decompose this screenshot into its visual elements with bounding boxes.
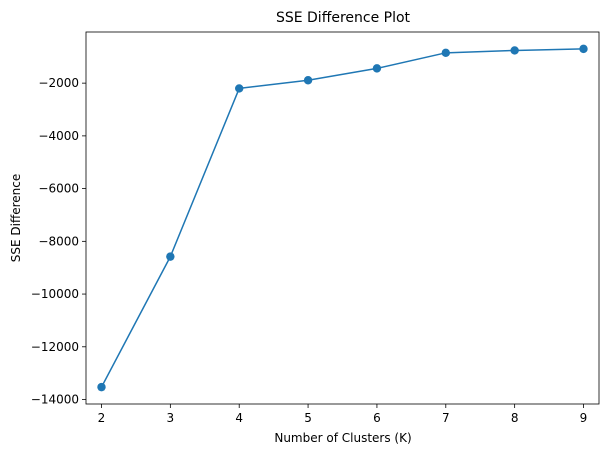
y-tick-label-5: −4000 <box>38 129 79 143</box>
y-tick-label-2: −10000 <box>31 287 79 301</box>
y-tick-label-4: −6000 <box>38 182 79 196</box>
x-axis-label: Number of Clusters (K) <box>274 431 411 445</box>
data-point-k8 <box>510 46 519 55</box>
data-point-k7 <box>441 48 450 58</box>
x-tick-label-8: 8 <box>511 411 519 425</box>
series-line-0 <box>100 48 584 388</box>
x-tick-label-2: 2 <box>98 411 106 425</box>
x-tick-label-9: 9 <box>580 411 588 425</box>
data-point-k2 <box>97 382 106 392</box>
axes-frame <box>85 31 600 405</box>
data-point-k4 <box>235 84 244 93</box>
y-tick-label-1: −12000 <box>31 340 79 354</box>
data-point-k3 <box>166 252 175 261</box>
y-tick-label-6: −2000 <box>38 76 79 90</box>
data-point-k9 <box>579 44 588 54</box>
x-tick-label-6: 6 <box>373 411 381 425</box>
data-point-k6 <box>372 64 382 73</box>
y-axis-label: SSE Difference <box>9 174 23 263</box>
x-tick-label-4: 4 <box>235 411 243 425</box>
y-tick-label-0: −14000 <box>31 393 79 407</box>
x-tick-label-3: 3 <box>167 411 175 425</box>
plot-area: 2 3 4 5 6 7 8 9 −14000 −12000 −10000 −8000 −6000 −400… <box>31 31 600 425</box>
chart-title: SSE Difference Plot <box>276 10 411 26</box>
y-tick-label-3: −8000 <box>38 234 79 248</box>
data-point-k5 <box>303 76 313 85</box>
x-tick-label-5: 5 <box>304 411 312 425</box>
x-tick-label-7: 7 <box>442 411 450 425</box>
